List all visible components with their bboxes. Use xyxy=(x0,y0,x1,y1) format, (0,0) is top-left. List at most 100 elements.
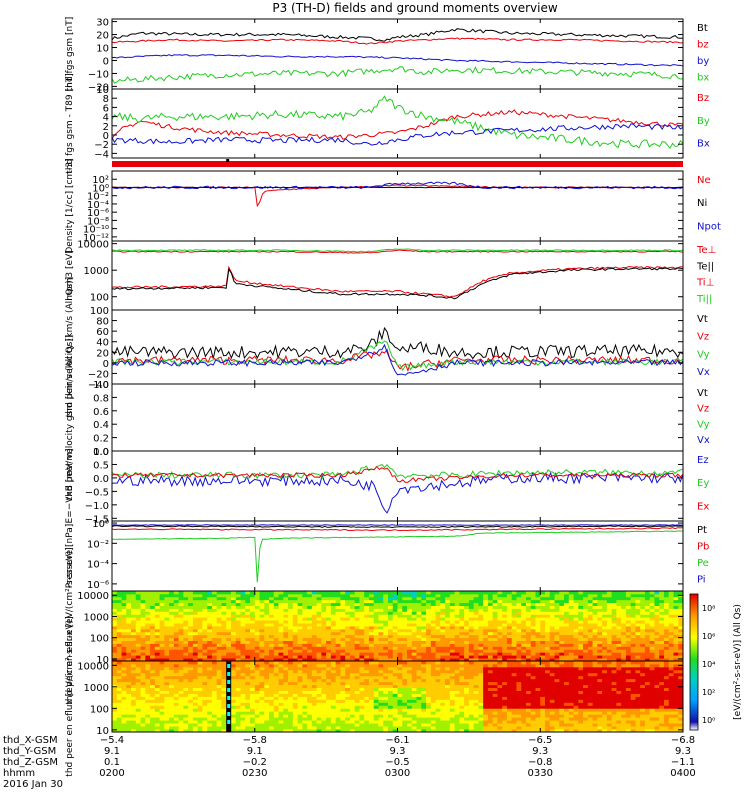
ytick-label: 10 xyxy=(96,44,109,55)
series-Te-line xyxy=(112,267,683,298)
series-bx-line xyxy=(112,67,683,84)
legend-Bx: Bx xyxy=(697,139,710,150)
panel-4: NeNiNpot10²10⁰10⁻²10⁻⁴10⁻⁶10⁻⁸10⁻¹⁰10⁻¹²… xyxy=(65,158,721,253)
colorbar-tick: 10⁸ xyxy=(702,604,715,613)
series-bz-line xyxy=(112,38,683,44)
legend-Ti: Ti|| xyxy=(696,294,712,305)
series-Vy-line xyxy=(112,341,683,370)
legend-Bz: Bz xyxy=(697,93,709,104)
series-Ey-line xyxy=(112,465,683,479)
legend-Ez: Ez xyxy=(697,455,709,466)
ytick-label: 10⁻⁶ xyxy=(87,580,109,591)
legend-bx: bx xyxy=(697,73,709,84)
legend-Bt: Bt xyxy=(697,23,708,34)
xaxis-value: −0.8 xyxy=(528,757,552,768)
ytick-label: 100 xyxy=(90,306,109,317)
xaxis-value: −5.8 xyxy=(243,735,267,746)
legend-Npot: Npot xyxy=(697,221,721,232)
flag-mark-0 xyxy=(226,159,229,162)
xaxis-value: 0230 xyxy=(242,768,267,779)
ytick-label: 100 xyxy=(90,704,109,715)
ytick-label: 10⁻⁴ xyxy=(87,560,109,571)
series-Vt-line xyxy=(112,328,683,358)
ytick-label: 20 xyxy=(96,31,109,42)
y-axis-label: Density [1/cc] [cm-3] xyxy=(65,158,75,253)
xaxis-row-label: thd_Y-GSM xyxy=(3,746,56,757)
legend-Vy: Vy xyxy=(697,419,710,430)
ytick-label: 0.4 xyxy=(93,420,109,431)
xaxis-row-label: hhmm xyxy=(3,768,35,779)
xaxis-value: −0.5 xyxy=(385,757,409,768)
ytick-label: 60 xyxy=(96,327,109,338)
legend-Pe: Pe xyxy=(697,558,709,569)
series-Ez-line xyxy=(112,473,683,513)
colorbar-tick: 10⁴ xyxy=(702,660,715,669)
legend-By: By xyxy=(697,116,710,127)
ytick-label: 0.2 xyxy=(93,434,109,445)
ytick-label: 1.0 xyxy=(93,380,109,391)
colorbar-tick: 10⁰ xyxy=(702,716,715,725)
panel-3 xyxy=(112,159,683,167)
ytick-label: −10 xyxy=(88,69,109,80)
legend-Te: Te|| xyxy=(696,261,714,272)
colorbar xyxy=(690,594,698,730)
xaxis-value: 0330 xyxy=(528,768,553,779)
ytick-label: 10000 xyxy=(77,240,109,251)
series-Vx-line xyxy=(112,345,683,375)
panel-frame xyxy=(112,19,683,89)
xaxis-value: −5.4 xyxy=(100,735,124,746)
ytick-label: −0.5 xyxy=(85,487,109,498)
ytick-label: 1.0 xyxy=(93,447,109,458)
legend-Ne: Ne xyxy=(697,175,711,186)
legend-Ni: Ni xyxy=(697,198,707,209)
legend-Vt: Vt xyxy=(697,388,708,399)
spectrogram-10 xyxy=(112,661,683,732)
legend-Pt: Pt xyxy=(697,525,707,536)
ytick-label: 1000 xyxy=(84,266,109,277)
series-Bt-line xyxy=(112,29,683,42)
legend-bz: bz xyxy=(697,40,709,51)
series-Pe-line xyxy=(112,531,683,582)
xaxis-value: 0.1 xyxy=(104,757,120,768)
xaxis-value: −6.8 xyxy=(671,735,695,746)
panel-frame xyxy=(112,384,683,451)
legend-Vx: Vx xyxy=(697,367,710,378)
legend-Pb: Pb xyxy=(697,542,709,553)
ytick-label: 1000 xyxy=(84,683,109,694)
xaxis-value: 9.1 xyxy=(247,746,263,757)
ytick-label: 10⁻² xyxy=(87,539,109,550)
y-axis-label: thd peer en eflux [eV/(cm²-s-sr-eV)] xyxy=(65,616,75,776)
xaxis-value: 9.1 xyxy=(104,746,120,757)
legend-Pi: Pi xyxy=(697,575,706,586)
xaxis-row-label: thd_X-GSM xyxy=(3,735,58,746)
spectrogram-9 xyxy=(112,591,683,661)
xaxis-value: 0200 xyxy=(99,768,124,779)
xaxis-value: 9.3 xyxy=(675,746,691,757)
plot-title: P3 (TH-D) fields and ground moments over… xyxy=(272,1,557,15)
colorbar-label: [eV/(cm²-s-sr-eV)] (All Qs) xyxy=(733,604,743,720)
legend-Ti: Ti⊥ xyxy=(696,278,714,289)
flag-bar-0 xyxy=(112,161,683,167)
series-by-line xyxy=(112,55,683,66)
ytick-label: −20 xyxy=(88,369,109,380)
ytick-label: 10000 xyxy=(77,591,109,602)
xaxis-value: −0.2 xyxy=(243,757,267,768)
ytick-label: −1.0 xyxy=(85,501,109,512)
panel-frame xyxy=(112,171,683,241)
legend-Vx: Vx xyxy=(697,435,710,446)
xaxis-value: 0400 xyxy=(670,768,695,779)
ytick-label: 20 xyxy=(96,348,109,359)
colorbar-tick: 10² xyxy=(702,688,715,697)
legend-Ex: Ex xyxy=(697,501,709,512)
legend-by: by xyxy=(697,56,709,67)
legend-Te: Te⊥ xyxy=(696,245,716,256)
series-Te-line xyxy=(112,268,683,299)
xaxis-row-label: thd_Z-GSM xyxy=(3,757,58,768)
series-Vz-line xyxy=(112,350,683,371)
